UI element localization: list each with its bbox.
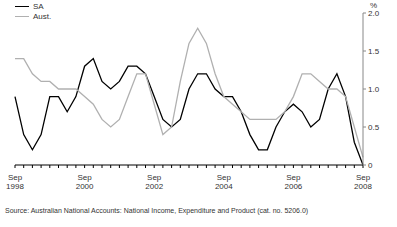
svg-text:0.5: 0.5 (368, 123, 380, 132)
svg-text:1.0: 1.0 (368, 85, 380, 94)
svg-text:2.0: 2.0 (368, 9, 380, 18)
svg-text:Sep1998: Sep1998 (8, 173, 24, 191)
html-text:Source: Australian National Ac: Source: Australian National Accounts: Na… (5, 207, 309, 214)
svg-text:Sep2008: Sep2008 (354, 173, 372, 191)
svg-text:Sep2000: Sep2000 (76, 173, 94, 191)
html-text:SA: SA (33, 1, 44, 11)
html-text:Aust.: Aust. (33, 11, 52, 21)
svg-text:0: 0 (368, 161, 373, 170)
svg-text:Sep2002: Sep2002 (145, 173, 163, 191)
svg-text:Sep2004: Sep2004 (215, 173, 233, 191)
svg-text:1.5: 1.5 (368, 47, 380, 56)
svg-text:Sep2006: Sep2006 (285, 173, 303, 191)
